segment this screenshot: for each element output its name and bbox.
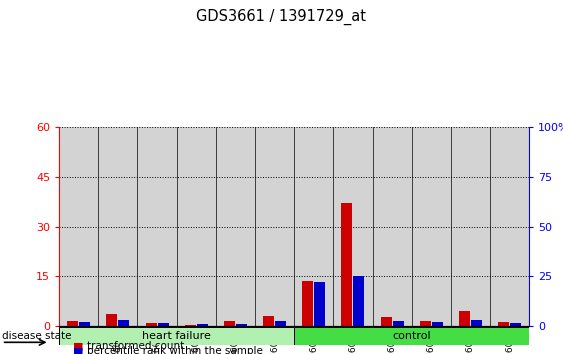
- Bar: [146, 323, 157, 326]
- Text: control: control: [392, 331, 431, 341]
- Bar: [490, 127, 529, 326]
- Text: transformed count: transformed count: [87, 341, 185, 351]
- Bar: [224, 321, 235, 326]
- Bar: [373, 127, 412, 326]
- Bar: [197, 324, 208, 326]
- Bar: [392, 321, 404, 326]
- Bar: [471, 320, 482, 326]
- Bar: [420, 321, 431, 326]
- Bar: [59, 127, 99, 326]
- Bar: [67, 321, 78, 326]
- Text: GDS3661 / 1391729_at: GDS3661 / 1391729_at: [196, 9, 367, 25]
- Bar: [314, 282, 325, 326]
- Bar: [137, 127, 177, 326]
- Bar: [412, 127, 451, 326]
- Text: disease state: disease state: [2, 331, 71, 341]
- Bar: [275, 321, 286, 326]
- FancyBboxPatch shape: [294, 327, 529, 345]
- Bar: [333, 127, 373, 326]
- Bar: [432, 322, 443, 326]
- Bar: [341, 204, 352, 326]
- Bar: [302, 281, 313, 326]
- Bar: [79, 322, 90, 326]
- Text: ■: ■: [73, 341, 84, 351]
- Bar: [381, 318, 391, 326]
- Bar: [263, 316, 274, 326]
- Bar: [498, 322, 509, 326]
- Text: percentile rank within the sample: percentile rank within the sample: [87, 346, 263, 354]
- Bar: [118, 320, 129, 326]
- Bar: [354, 276, 364, 326]
- Bar: [158, 323, 168, 326]
- Bar: [451, 127, 490, 326]
- Bar: [294, 127, 333, 326]
- Bar: [255, 127, 294, 326]
- FancyBboxPatch shape: [59, 327, 294, 345]
- Bar: [177, 127, 216, 326]
- Bar: [510, 323, 521, 326]
- Bar: [185, 325, 196, 326]
- Bar: [216, 127, 255, 326]
- Bar: [236, 324, 247, 326]
- Bar: [106, 314, 117, 326]
- Text: ■: ■: [73, 346, 84, 354]
- Text: heart failure: heart failure: [142, 331, 211, 341]
- Bar: [459, 311, 470, 326]
- Bar: [99, 127, 137, 326]
